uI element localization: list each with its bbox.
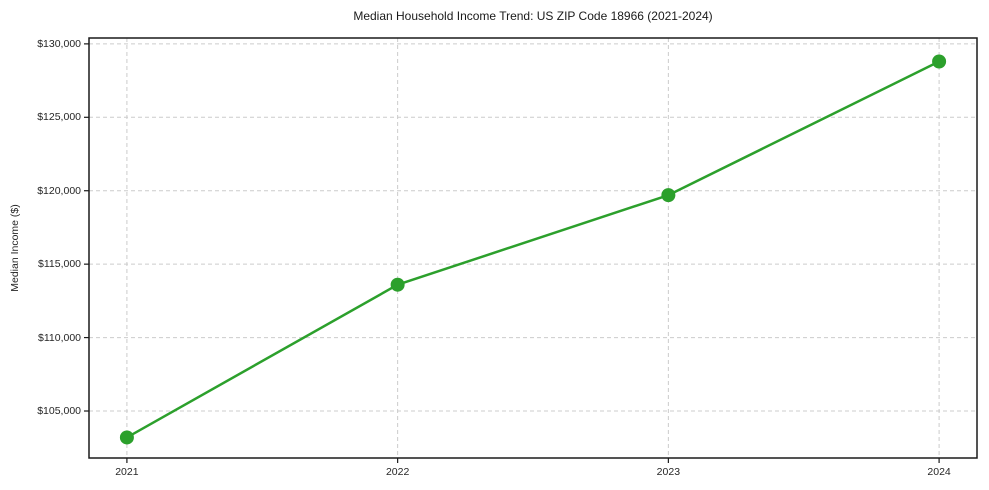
x-tick-label: 2021 (115, 466, 139, 478)
x-tick-label: 2023 (656, 466, 681, 478)
y-tick-label: $120,000 (37, 184, 81, 197)
y-tick-label: $115,000 (37, 258, 81, 271)
y-tick-label: $105,000 (37, 405, 81, 417)
plot-border (88, 37, 978, 459)
data-point-2021 (119, 430, 134, 445)
y-tick-label: $125,000 (37, 111, 81, 124)
y-tick-label: $130,000 (37, 37, 81, 50)
x-tick-label: 2022 (385, 466, 410, 478)
data-point-2023 (661, 188, 676, 203)
income-trend-line (125, 60, 941, 439)
y-tick-label: $110,000 (37, 331, 81, 344)
data-point-2024 (932, 54, 947, 69)
data-point-2022 (390, 277, 405, 292)
x-tick-label: 2024 (927, 466, 951, 478)
chart-title: Median Household Income Trend: US ZIP Co… (353, 9, 713, 23)
